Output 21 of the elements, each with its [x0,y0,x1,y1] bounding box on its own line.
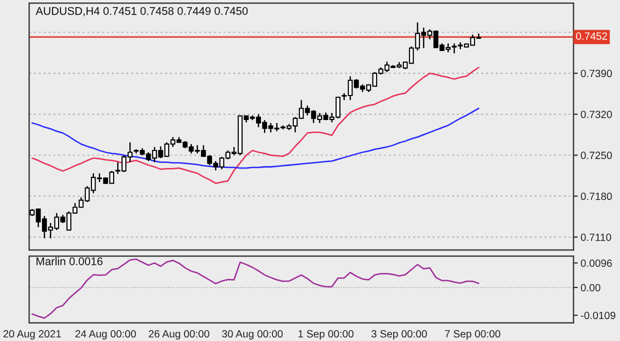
ref-line-label: 0.7452 [576,32,608,40]
y-tick-label: -0.0109 [580,312,616,320]
x-tick-label: 26 Aug 00:00 [148,330,210,340]
y-tick-label: 0.7250 [580,152,612,160]
x-tick-label: 20 Aug 2021 [3,330,61,340]
x-tick-label: 3 Sep 00:00 [371,330,427,340]
x-tick-label: 30 Aug 00:00 [222,330,283,340]
line-series [32,66,480,184]
y-tick-label: 0.7320 [580,110,612,118]
y-tick-label: 0.0096 [580,259,612,267]
y-tick-label: 0.7110 [580,234,612,241]
y-tick-label: 0.7180 [580,192,612,200]
y-tick-label: 0.7390 [580,70,612,78]
line-series [32,258,480,319]
chart-title: Marlin 0.0016 [36,257,103,266]
chart-title: AUDUSD,H4 0.7451 0.7458 0.7449 0.7450 [36,7,248,16]
x-tick-label: 1 Sep 00:00 [298,330,354,340]
line-series [32,108,480,169]
x-tick-label: 7 Sep 00:00 [445,330,500,340]
y-tick-label: 0.00 [580,284,600,292]
x-tick-label: 24 Aug 00:00 [75,330,136,340]
